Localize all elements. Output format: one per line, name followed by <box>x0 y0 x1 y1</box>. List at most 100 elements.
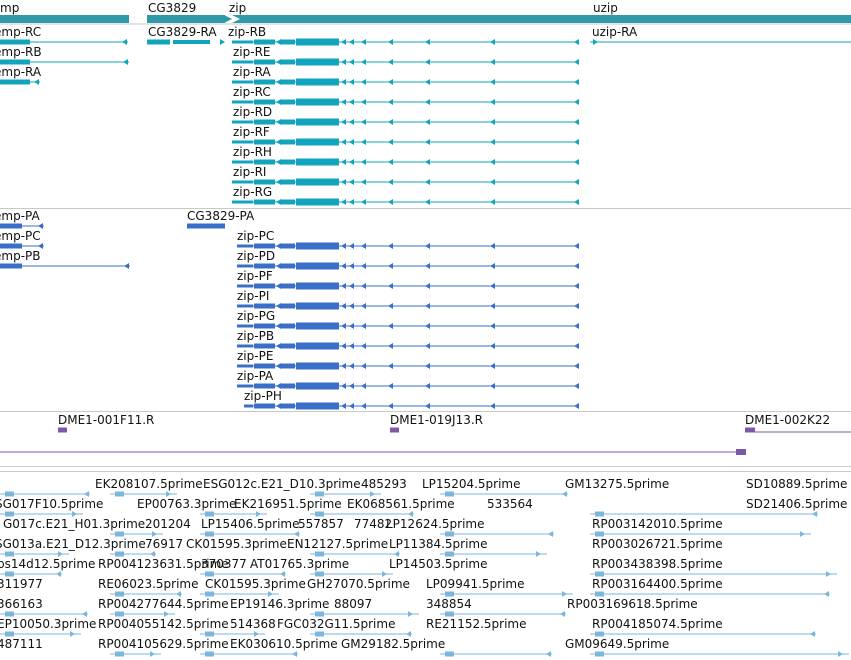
protein-label[interactable]: zip-PC <box>237 229 275 243</box>
transcript-label[interactable]: emp-RA <box>0 65 42 79</box>
est-label[interactable]: GH27070.5prime <box>307 577 410 591</box>
transcript-label[interactable]: uzip-RA <box>592 25 638 39</box>
est-label[interactable]: CK01595.3prime <box>205 577 306 591</box>
est-label[interactable]: LP15204.5prime <box>422 477 521 491</box>
est-label[interactable]: RP004055142.5prime <box>98 617 229 631</box>
gene-label-emp[interactable]: mp <box>0 1 20 15</box>
protein-zip-arrow <box>341 343 346 349</box>
est-label[interactable]: CK01595.3prime <box>186 537 287 551</box>
est-label[interactable]: LP14503.5prime <box>389 557 488 571</box>
protein-label[interactable]: emp-PA <box>0 209 40 223</box>
est-label[interactable]: 88097 <box>334 597 373 611</box>
protein-zip-arrow <box>490 283 495 289</box>
protein-zip-arrow <box>361 403 366 409</box>
transcript-label[interactable]: zip-RI <box>233 165 267 179</box>
protein-zip-arrow <box>425 263 430 269</box>
transcript-label[interactable]: zip-RE <box>233 45 271 59</box>
est-label[interactable]: RE21152.5prime <box>426 617 527 631</box>
protein-zip-arrow <box>349 303 354 309</box>
est-label[interactable]: LP12624.5prime <box>386 517 485 531</box>
transcript-label[interactable]: emp-RB <box>0 45 42 59</box>
est-label[interactable]: SD10889.5prime <box>746 477 848 491</box>
transcript-zip-exon <box>281 39 295 45</box>
est-label[interactable]: 533564 <box>487 497 533 511</box>
protein-zip-arrow <box>490 243 495 249</box>
est-label[interactable]: 311977 <box>0 577 43 591</box>
transcript-label[interactable]: emp-RC <box>0 25 42 39</box>
est-label[interactable]: RP003026721.5prime <box>592 537 723 551</box>
est-label[interactable]: 366163 <box>0 597 43 611</box>
protein-label[interactable]: zip-PF <box>237 269 273 283</box>
est-label[interactable]: LP11384.5prime <box>389 537 488 551</box>
est-label[interactable]: RP003438398.5prime <box>592 557 723 571</box>
transcript-zip-arrow <box>341 179 346 185</box>
est-label[interactable]: EK068561.5prime <box>347 497 455 511</box>
est-label[interactable]: RE06023.5prime <box>98 577 199 591</box>
protein-label[interactable]: CG3829-PA <box>187 209 255 223</box>
est-label[interactable]: RP003164400.5prime <box>592 577 723 591</box>
protein-label[interactable]: zip-PG <box>237 309 276 323</box>
est-label[interactable]: GM09649.5prime <box>565 637 670 651</box>
protein-label[interactable]: zip-PH <box>244 389 282 403</box>
protein-label[interactable]: emp-PC <box>0 229 41 243</box>
est-arrow <box>164 611 169 617</box>
est-label[interactable]: LP09941.5prime <box>426 577 525 591</box>
transcript-label[interactable]: zip-RG <box>233 185 273 199</box>
est-label[interactable]: RP004123631.5prime <box>98 557 229 571</box>
est-label[interactable]: RP004105629.5prime <box>98 637 229 651</box>
est-label[interactable]: EK030610.5prime <box>230 637 338 651</box>
est-label[interactable]: GM29182.5prime <box>341 637 446 651</box>
est-label[interactable]: EP10050.3prime <box>0 617 97 631</box>
est-label[interactable]: RP004185074.5prime <box>592 617 723 631</box>
gene-label-cg3829[interactable]: CG3829 <box>148 1 197 15</box>
est-label[interactable]: ESG012c.E21_D10.3prime <box>203 477 361 491</box>
est-arrow <box>150 651 155 657</box>
est-label[interactable]: EP19146.3prime <box>230 597 330 611</box>
protein-label[interactable]: zip-PD <box>237 249 276 263</box>
est-label[interactable]: 201204 <box>145 517 191 531</box>
transcript-label[interactable]: zip-RH <box>233 145 272 159</box>
est-label[interactable]: G017c.E21_H01.3prime <box>3 517 146 531</box>
protein-zip-arrow <box>490 403 495 409</box>
est-label[interactable]: EK216951.5prime <box>234 497 342 511</box>
transcript-label[interactable]: zip-RA <box>233 65 271 79</box>
est-label[interactable]: 370377 <box>201 557 247 571</box>
est-label[interactable]: AT01765.3prime <box>250 557 350 571</box>
clone-label[interactable]: DME1-001F11.R <box>58 413 155 427</box>
est-label[interactable]: EP00763.3prime <box>137 497 237 511</box>
est-label[interactable]: 348854 <box>426 597 472 611</box>
est-label[interactable]: RP003142010.5prime <box>592 517 723 531</box>
est-label[interactable]: 485293 <box>361 477 407 491</box>
transcript-label[interactable]: zip-RF <box>233 125 270 139</box>
protein-label[interactable]: zip-PA <box>237 369 274 383</box>
est-label[interactable]: SD21406.5prime <box>746 497 848 511</box>
clone-label[interactable]: DME1-002K22 <box>745 413 831 427</box>
transcript-label[interactable]: zip-RC <box>233 85 271 99</box>
est-label[interactable]: 557857 <box>298 517 344 531</box>
protein-label[interactable]: zip-PE <box>237 349 274 363</box>
est-label[interactable]: RP003169618.5prime <box>567 597 698 611</box>
gene-label-uzip[interactable]: uzip <box>593 1 618 15</box>
est-label[interactable]: EN12127.5prime <box>287 537 389 551</box>
protein-label[interactable]: zip-PI <box>237 289 270 303</box>
est-label[interactable]: 487111 <box>0 637 43 651</box>
est-label[interactable]: 77482 <box>354 517 393 531</box>
est-label[interactable]: 514368 <box>230 617 276 631</box>
protein-zip-exon <box>237 284 253 288</box>
transcript-label[interactable]: CG3829-RA <box>148 25 217 39</box>
transcript-label[interactable]: zip-RB <box>228 25 267 39</box>
est-label[interactable]: bs14d12.5prime <box>0 557 96 571</box>
protein-label[interactable]: emp-PB <box>0 249 41 263</box>
transcript-label[interactable]: zip-RD <box>233 105 273 119</box>
est-label[interactable]: SG017F10.5prime <box>0 497 104 511</box>
clone-label[interactable]: DME1-019J13.R <box>390 413 484 427</box>
est-label[interactable]: LP15406.5prime <box>201 517 300 531</box>
est-label[interactable]: GM13275.5prime <box>565 477 670 491</box>
protein-label[interactable]: zip-PB <box>237 329 275 343</box>
est-label[interactable]: SG013a.E21_D12.3prime <box>0 537 146 551</box>
est-label[interactable]: 76917 <box>145 537 184 551</box>
est-label[interactable]: FGC032G11.5prime <box>277 617 396 631</box>
est-label[interactable]: RP004277644.5prime <box>98 597 229 611</box>
gene-label-zip[interactable]: zip <box>229 1 247 15</box>
est-label[interactable]: EK208107.5prime <box>95 477 203 491</box>
